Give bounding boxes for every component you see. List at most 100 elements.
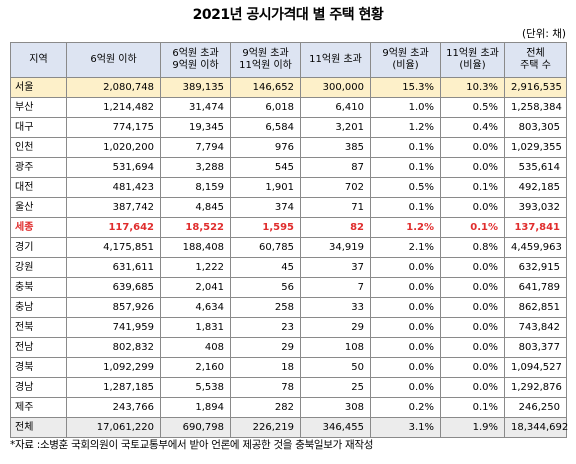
value-cell: 87 bbox=[300, 157, 371, 178]
value-cell: 0.0% bbox=[440, 277, 505, 298]
value-cell: 6,410 bbox=[300, 97, 371, 118]
table-row: 울산 387,742 4,845 374 71 0.1% 0.0% 393,032 bbox=[10, 197, 567, 218]
value-cell: 33 bbox=[300, 297, 371, 318]
value-cell: 4,175,851 bbox=[66, 237, 161, 258]
column-header: 6억원 이하 bbox=[66, 42, 161, 78]
value-cell: 1,287,185 bbox=[66, 377, 161, 398]
value-cell: 0.0% bbox=[370, 297, 441, 318]
value-cell: 743,842 bbox=[504, 317, 567, 338]
value-cell: 535,614 bbox=[504, 157, 567, 178]
value-cell: 0.0% bbox=[440, 357, 505, 378]
value-cell: 690,798 bbox=[160, 417, 231, 438]
value-cell: 50 bbox=[300, 357, 371, 378]
table-header-row: 지역 6억원 이하 6억원 초과 9억원 이하 9억원 초과 11억원 이하 1… bbox=[10, 42, 567, 78]
value-cell: 3,288 bbox=[160, 157, 231, 178]
value-cell: 803,305 bbox=[504, 117, 567, 138]
value-cell: 15.3% bbox=[370, 77, 441, 98]
value-cell: 545 bbox=[230, 157, 301, 178]
value-cell: 1,595 bbox=[230, 217, 301, 238]
value-cell: 641,789 bbox=[504, 277, 567, 298]
value-cell: 1.2% bbox=[370, 117, 441, 138]
column-header: 9억원 초과 11억원 이하 bbox=[230, 42, 301, 78]
value-cell: 5,538 bbox=[160, 377, 231, 398]
value-cell: 82 bbox=[300, 217, 371, 238]
value-cell: 1,222 bbox=[160, 257, 231, 278]
table-row: 경북 1,092,299 2,160 18 50 0.0% 0.0% 1,094,527 bbox=[10, 357, 567, 378]
value-cell: 18,344,692 bbox=[504, 417, 568, 438]
table-row: 세종 117,642 18,522 1,595 82 1.2% 0.1% 137,841 bbox=[10, 217, 567, 238]
value-cell: 34,919 bbox=[300, 237, 371, 258]
value-cell: 300,000 bbox=[300, 77, 371, 98]
value-cell: 0.0% bbox=[440, 337, 505, 358]
value-cell: 1.0% bbox=[370, 97, 441, 118]
column-header: 9억원 초과 (비율) bbox=[370, 42, 441, 78]
value-cell: 774,175 bbox=[66, 117, 161, 138]
value-cell: 29 bbox=[300, 317, 371, 338]
value-cell: 2,041 bbox=[160, 277, 231, 298]
region-cell: 세종 bbox=[10, 217, 67, 238]
region-cell: 전체 bbox=[10, 417, 67, 438]
value-cell: 188,408 bbox=[160, 237, 231, 258]
table-row: 경기 4,175,851 188,408 60,785 34,919 2.1% 0.8% 4,… bbox=[10, 237, 567, 258]
value-cell: 632,915 bbox=[504, 257, 567, 278]
value-cell: 0.0% bbox=[440, 297, 505, 318]
table-row: 부산 1,214,482 31,474 6,018 6,410 1.0% 0.5% 1,258… bbox=[10, 97, 567, 118]
table-row: 충북 639,685 2,041 56 7 0.0% 0.0% 641,789 bbox=[10, 277, 567, 298]
region-cell: 광주 bbox=[10, 157, 67, 178]
value-cell: 0.0% bbox=[370, 377, 441, 398]
page-title: 2021년 공시가격대 별 주택 현황 bbox=[192, 7, 384, 23]
value-cell: 0.8% bbox=[440, 237, 505, 258]
value-cell: 2,080,748 bbox=[66, 77, 161, 98]
value-cell: 802,832 bbox=[66, 337, 161, 358]
value-cell: 18 bbox=[230, 357, 301, 378]
value-cell: 0.1% bbox=[440, 217, 505, 238]
table-row: 대구 774,175 19,345 6,584 3,201 1.2% 0.4% 803,305 bbox=[10, 117, 567, 138]
value-cell: 481,423 bbox=[66, 177, 161, 198]
value-cell: 408 bbox=[160, 337, 231, 358]
value-cell: 18,522 bbox=[160, 217, 231, 238]
value-cell: 4,634 bbox=[160, 297, 231, 318]
value-cell: 0.0% bbox=[370, 317, 441, 338]
value-cell: 1.9% bbox=[440, 417, 505, 438]
value-cell: 702 bbox=[300, 177, 371, 198]
value-cell: 1,020,200 bbox=[66, 137, 161, 158]
value-cell: 803,377 bbox=[504, 337, 567, 358]
value-cell: 385 bbox=[300, 137, 371, 158]
value-cell: 1,214,482 bbox=[66, 97, 161, 118]
value-cell: 0.1% bbox=[440, 397, 505, 418]
column-header: 6억원 초과 9억원 이하 bbox=[160, 42, 231, 78]
value-cell: 4,459,963 bbox=[504, 237, 567, 258]
value-cell: 0.0% bbox=[370, 337, 441, 358]
value-cell: 976 bbox=[230, 137, 301, 158]
value-cell: 2,160 bbox=[160, 357, 231, 378]
value-cell: 29 bbox=[230, 337, 301, 358]
column-header: 전체 주택 수 bbox=[504, 42, 567, 78]
value-cell: 0.0% bbox=[370, 357, 441, 378]
value-cell: 389,135 bbox=[160, 77, 231, 98]
value-cell: 0.2% bbox=[370, 397, 441, 418]
value-cell: 282 bbox=[230, 397, 301, 418]
table-row: 충남 857,926 4,634 258 33 0.0% 0.0% 862,851 bbox=[10, 297, 567, 318]
housing-table: 지역 6억원 이하 6억원 초과 9억원 이하 9억원 초과 11억원 이하 1… bbox=[10, 42, 568, 438]
value-cell: 393,032 bbox=[504, 197, 567, 218]
value-cell: 0.0% bbox=[440, 317, 505, 338]
table-row: 전북 741,959 1,831 23 29 0.0% 0.0% 743,842 bbox=[10, 317, 567, 338]
value-cell: 0.0% bbox=[370, 257, 441, 278]
column-header: 11억원 초과 bbox=[300, 42, 371, 78]
value-cell: 0.0% bbox=[440, 197, 505, 218]
value-cell: 45 bbox=[230, 257, 301, 278]
value-cell: 23 bbox=[230, 317, 301, 338]
table-row: 광주 531,694 3,288 545 87 0.1% 0.0% 535,614 bbox=[10, 157, 567, 178]
value-cell: 243,766 bbox=[66, 397, 161, 418]
unit-label: (단위: 채) bbox=[521, 28, 566, 40]
value-cell: 71 bbox=[300, 197, 371, 218]
value-cell: 7 bbox=[300, 277, 371, 298]
value-cell: 857,926 bbox=[66, 297, 161, 318]
value-cell: 226,219 bbox=[230, 417, 301, 438]
value-cell: 0.5% bbox=[370, 177, 441, 198]
value-cell: 117,642 bbox=[66, 217, 161, 238]
value-cell: 3.1% bbox=[370, 417, 441, 438]
column-header: 11억원 초과 (비율) bbox=[440, 42, 505, 78]
region-cell: 서울 bbox=[10, 77, 67, 98]
table-row: 강원 631,611 1,222 45 37 0.0% 0.0% 632,915 bbox=[10, 257, 567, 278]
